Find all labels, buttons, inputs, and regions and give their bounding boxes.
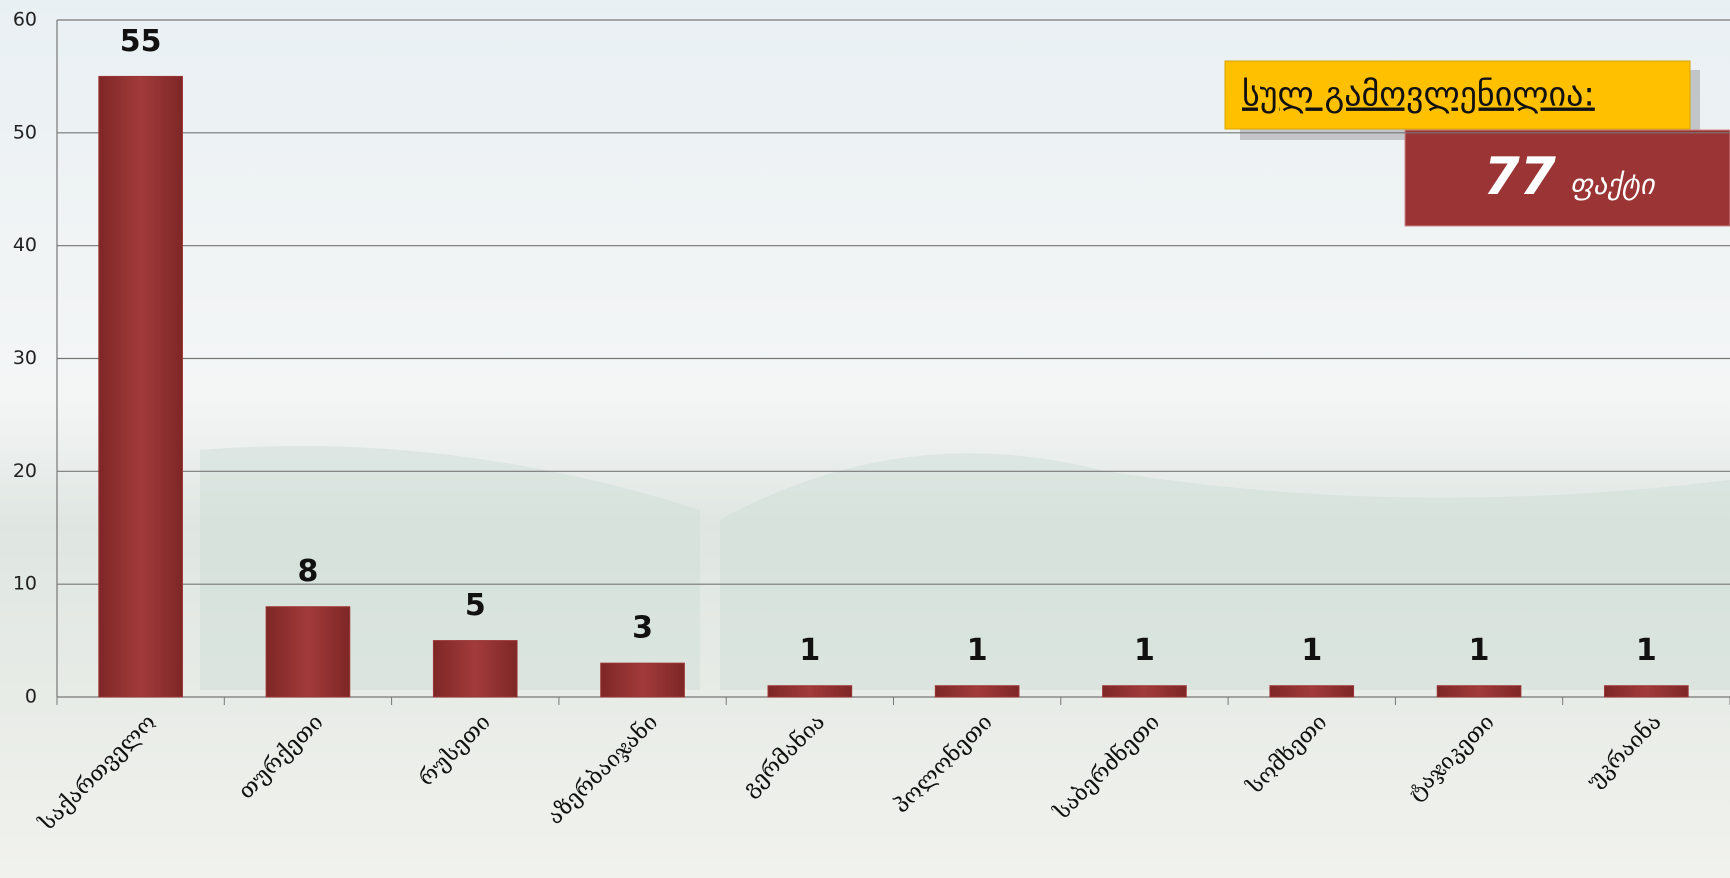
value-label: 55 — [120, 24, 162, 59]
value-label: 1 — [1469, 633, 1490, 668]
total-value: 77 — [1484, 147, 1557, 207]
bar — [600, 662, 685, 698]
bar — [98, 75, 183, 698]
total-unit: ფაქტი — [1570, 168, 1656, 201]
y-tick-label: 40 — [13, 234, 37, 256]
total-label: სულ გამოვლენილია: — [1242, 75, 1595, 115]
bar — [934, 685, 1020, 698]
value-label: 3 — [632, 611, 653, 646]
bar — [1604, 685, 1689, 698]
bar — [1436, 685, 1522, 698]
bar — [432, 640, 518, 698]
value-label: 1 — [799, 633, 820, 668]
value-label: 8 — [298, 554, 319, 589]
bar — [1102, 685, 1187, 698]
value-label: 5 — [465, 588, 486, 623]
y-tick-label: 0 — [25, 686, 37, 708]
bar — [1269, 685, 1355, 698]
total-box — [1404, 129, 1730, 227]
value-label: 1 — [1134, 633, 1155, 668]
y-tick-label: 30 — [13, 347, 37, 369]
value-label: 1 — [967, 633, 988, 668]
y-tick-label: 20 — [13, 460, 37, 482]
y-tick-label: 50 — [13, 121, 37, 143]
bar — [265, 606, 351, 698]
total-label-box — [1224, 60, 1691, 130]
y-tick-label: 10 — [13, 573, 37, 595]
bar — [767, 685, 853, 698]
y-tick-label: 60 — [13, 9, 37, 31]
value-label: 1 — [1301, 633, 1322, 668]
building — [720, 453, 1730, 690]
value-label: 1 — [1636, 633, 1657, 668]
